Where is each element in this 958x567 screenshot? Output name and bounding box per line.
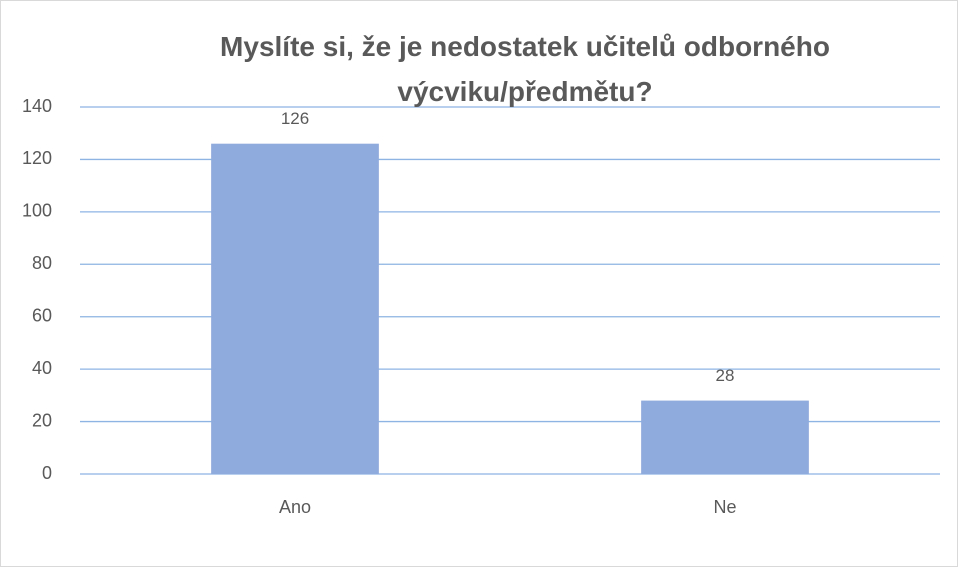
y-tick-label: 60 xyxy=(32,305,52,325)
data-label: 126 xyxy=(281,109,309,128)
data-label: 28 xyxy=(716,366,735,385)
y-tick-label: 100 xyxy=(22,201,52,221)
x-tick-label: Ano xyxy=(279,497,311,517)
x-tick-label: Ne xyxy=(713,497,736,517)
y-tick-label: 40 xyxy=(32,358,52,378)
y-tick-label: 80 xyxy=(32,253,52,273)
y-tick-label: 20 xyxy=(32,410,52,430)
bar xyxy=(211,143,379,474)
bar xyxy=(641,400,809,474)
y-tick-label: 0 xyxy=(42,463,52,483)
y-tick-label: 120 xyxy=(22,148,52,168)
chart-title: Myslíte si, že je nedostatek učitelů odb… xyxy=(220,31,830,107)
y-tick-label: 140 xyxy=(22,96,52,116)
